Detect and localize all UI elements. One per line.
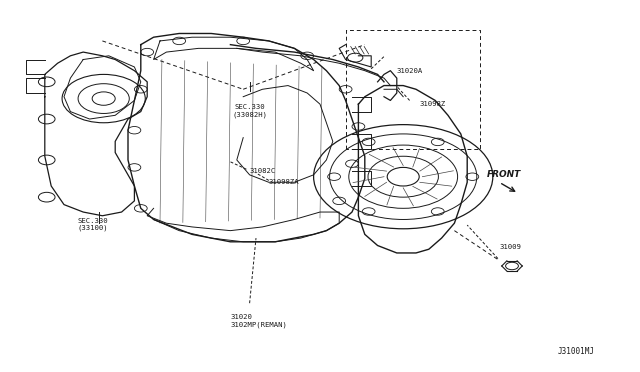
Text: 31098ZA: 31098ZA	[269, 179, 300, 185]
Text: FRONT: FRONT	[486, 170, 521, 179]
Text: 31020A: 31020A	[397, 68, 423, 74]
Text: 31098Z: 31098Z	[419, 101, 445, 107]
Text: 31009: 31009	[499, 244, 521, 250]
Text: 31082C: 31082C	[250, 168, 276, 174]
Text: SEC.330
(33082H): SEC.330 (33082H)	[232, 104, 267, 118]
Text: SEC.330
(33100): SEC.330 (33100)	[77, 218, 108, 231]
Text: 31020
3102MP(REMAN): 31020 3102MP(REMAN)	[230, 314, 287, 328]
Text: J31001MJ: J31001MJ	[557, 347, 595, 356]
